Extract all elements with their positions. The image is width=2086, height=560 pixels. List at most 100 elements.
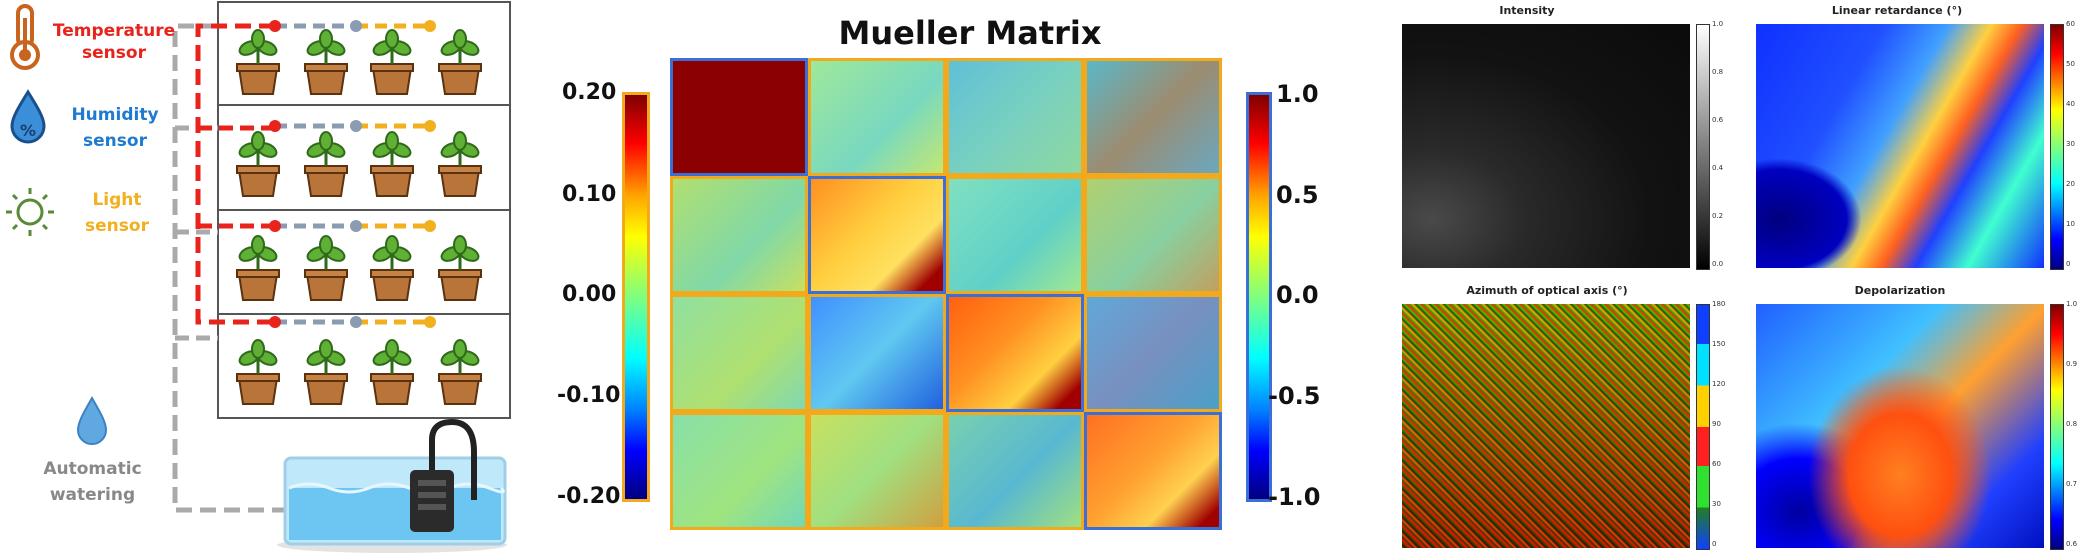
plant-pot-icon	[370, 235, 414, 301]
plant-pot-icon	[370, 29, 414, 95]
mueller-tile-m22	[808, 176, 946, 294]
watering-label: Automatic watering	[30, 456, 155, 508]
diagram-lines: %	[6, 1, 511, 553]
right-tick-4: -1.0	[1268, 483, 1321, 511]
plant-pot-icon	[438, 235, 482, 301]
water-drop-icon	[76, 395, 108, 445]
ticks-azimuth-label: 180	[1712, 300, 1726, 308]
mueller-tile-m41	[670, 412, 808, 530]
mueller-tile-m13	[946, 58, 1084, 176]
azimuth-colorbar	[1696, 304, 1710, 550]
depolarization-image	[1756, 304, 2044, 548]
ticks-azimuth-label: 90	[1712, 420, 1721, 428]
mueller-tile-m23	[946, 176, 1084, 294]
watering-label-line1: Automatic	[43, 459, 142, 479]
plant-pot-icon	[304, 235, 348, 301]
ticks-retardance-label: 50	[2066, 60, 2075, 68]
mueller-tile-m43	[946, 412, 1084, 530]
humidity-label-line1: Humidity	[71, 105, 159, 125]
mueller-tile-m11	[670, 58, 808, 176]
temperature-label: Temperature sensor	[44, 20, 184, 64]
retardance-colorbar	[2050, 24, 2064, 270]
plant-pot-icon	[304, 29, 348, 95]
mueller-tile-m31	[670, 294, 808, 412]
ticks-azimuth-label: 0	[1712, 540, 1717, 548]
ticks-retardance-label: 20	[2066, 180, 2075, 188]
humidity-label: Humidity sensor	[50, 102, 180, 154]
light-label-line2: sensor	[85, 216, 149, 236]
plant-pot-icon	[438, 339, 482, 405]
ticks-depolarization-label: 0.9	[2066, 360, 2078, 368]
light-label: Light sensor	[62, 187, 172, 239]
ticks-intensity-label: 0.2	[1712, 212, 1724, 220]
sensor-diagram: % Temperature sensor Humidity sensor Lig…	[0, 0, 520, 560]
left-tick-4: -0.20	[557, 484, 621, 509]
mueller-title: Mueller Matrix	[838, 14, 1102, 52]
ticks-depolarization-label: 0.6	[2066, 540, 2078, 548]
retardance-image	[1756, 24, 2044, 268]
ticks-depolarization-label: 0.8	[2066, 420, 2078, 428]
plant-pot-icon	[236, 131, 280, 197]
ticks-intensity-label: 0.4	[1712, 164, 1724, 172]
retardance-title: Linear retardance (°)	[1831, 4, 1963, 17]
plant-pot-icon	[370, 131, 414, 197]
ticks-intensity-label: 0.0	[1712, 260, 1724, 268]
ticks-retardance-label: 10	[2066, 220, 2075, 228]
azimuth-title: Azimuth of optical axis (°)	[1466, 284, 1628, 297]
ticks-azimuth-label: 150	[1712, 340, 1726, 348]
mueller-tile-m12	[808, 58, 946, 176]
left-tick-0: 0.20	[562, 80, 617, 105]
plant-pot-icon	[236, 29, 280, 95]
mueller-tile-m33	[946, 294, 1084, 412]
mueller-tile-m14	[1084, 58, 1222, 176]
plant-pot-icon	[438, 131, 482, 197]
left-tick-1: 0.10	[562, 182, 617, 207]
right-tick-0: 1.0	[1276, 80, 1319, 108]
right-colorbar	[1246, 92, 1272, 502]
plant-pot-icon	[304, 131, 348, 197]
left-tick-2: 0.00	[562, 282, 617, 307]
mueller-tile-m24	[1084, 176, 1222, 294]
right-tick-3: -0.5	[1268, 382, 1321, 410]
intensity-image	[1402, 24, 1690, 268]
ticks-intensity-label: 0.6	[1712, 116, 1724, 124]
mueller-tile-m42	[808, 412, 946, 530]
sun-icon	[6, 188, 54, 236]
ticks-azimuth-label: 30	[1712, 500, 1721, 508]
humidity-drop-icon: %	[10, 89, 46, 144]
plant-pot-icon	[236, 339, 280, 405]
svg-text:%: %	[20, 121, 36, 140]
ticks-retardance-label: 30	[2066, 140, 2075, 148]
depolarization-colorbar	[2050, 304, 2064, 550]
ticks-intensity-label: 1.0	[1712, 20, 1724, 28]
left-colorbar	[622, 92, 650, 502]
ticks-retardance-label: 0	[2066, 260, 2071, 268]
mueller-tile-m21	[670, 176, 808, 294]
right-tick-2: 0.0	[1276, 281, 1319, 309]
ticks-retardance-label: 60	[2066, 20, 2075, 28]
ticks-azimuth-label: 120	[1712, 380, 1726, 388]
mueller-tile-m44	[1084, 412, 1222, 530]
ticks-depolarization-label: 1.0	[2066, 300, 2078, 308]
depolarization-title: Depolarization	[1854, 284, 1946, 297]
mueller-grid	[670, 58, 1222, 530]
ticks-intensity-label: 0.8	[1712, 68, 1724, 76]
intensity-colorbar	[1696, 24, 1710, 270]
ticks-retardance-label: 40	[2066, 100, 2075, 108]
humidity-label-line2: sensor	[83, 131, 147, 151]
ticks-azimuth-label: 60	[1712, 460, 1721, 468]
mueller-tile-m32	[808, 294, 946, 412]
right-tick-1: 0.5	[1276, 181, 1319, 209]
mueller-tile-m34	[1084, 294, 1222, 412]
plant-pot-icon	[304, 339, 348, 405]
plant-pot-icon	[236, 235, 280, 301]
thermometer-icon	[10, 4, 40, 70]
intensity-title: Intensity	[1499, 4, 1555, 17]
left-tick-3: -0.10	[557, 383, 621, 408]
temperature-label-line1: Temperature	[52, 21, 176, 41]
watering-label-line2: watering	[49, 485, 136, 505]
plant-pot-icon	[438, 29, 482, 95]
plant-pot-icon	[370, 339, 414, 405]
ticks-depolarization-label: 0.7	[2066, 480, 2078, 488]
temperature-label-line2: sensor	[82, 43, 146, 63]
